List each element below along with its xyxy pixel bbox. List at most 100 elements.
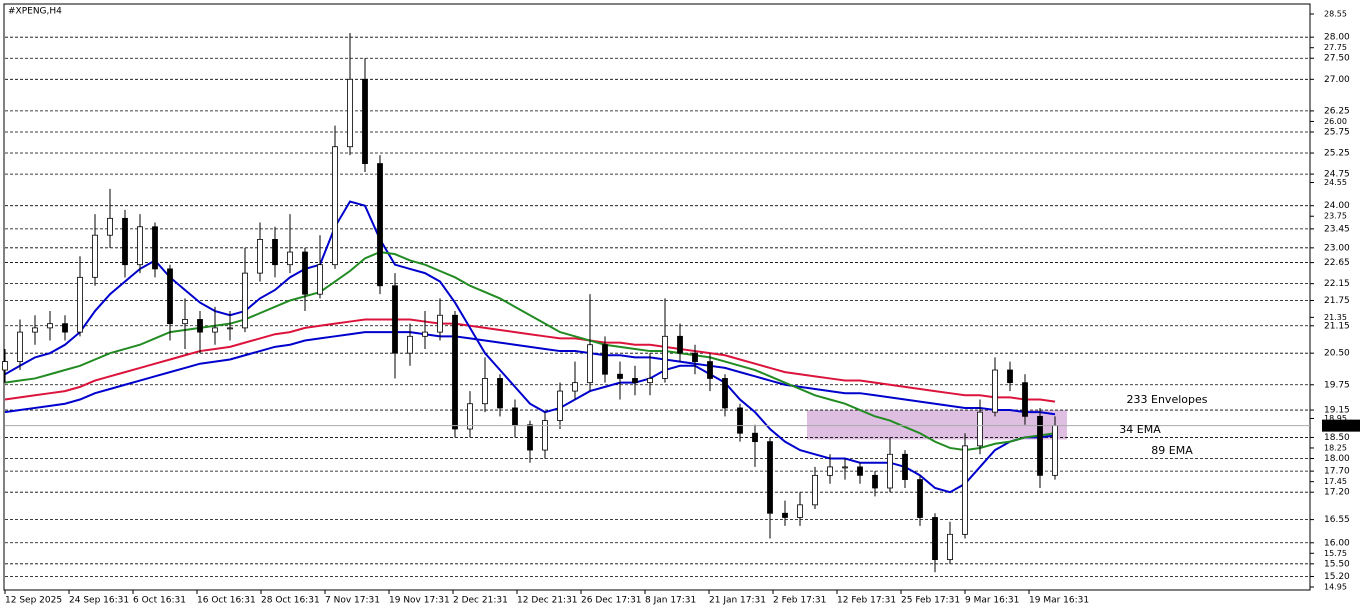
candle-body bbox=[662, 335, 668, 379]
x-tick-label: 9 Mar 16:31 bbox=[965, 596, 1019, 606]
level-label: 15.20 bbox=[1324, 572, 1350, 582]
y-tick-label: 24.55 bbox=[1324, 178, 1347, 187]
y-tick-label: 27.75 bbox=[1324, 43, 1347, 52]
candle-body bbox=[797, 504, 803, 518]
candle-body bbox=[842, 466, 848, 469]
indicator-line bbox=[4, 200, 1056, 494]
candle-body bbox=[557, 390, 563, 421]
candle-body bbox=[977, 411, 983, 447]
level-label: 28.00 bbox=[1324, 33, 1350, 43]
candle-body bbox=[362, 78, 368, 164]
candle-body bbox=[617, 373, 623, 379]
level-label-bg bbox=[1322, 257, 1360, 268]
candle-body bbox=[587, 344, 593, 384]
candle-body bbox=[332, 146, 338, 266]
candle-body bbox=[242, 272, 248, 329]
level-label: 16.00 bbox=[1324, 538, 1350, 548]
candle-body bbox=[722, 378, 728, 409]
level-label: 17.20 bbox=[1324, 488, 1350, 498]
candle-body bbox=[1052, 425, 1058, 476]
candle-body bbox=[407, 335, 413, 354]
envelope-lower bbox=[4, 331, 1056, 416]
x-tick-label: 24 Sep 16:31 bbox=[69, 596, 129, 606]
candle-body bbox=[917, 479, 923, 518]
level-label: 21.75 bbox=[1324, 296, 1350, 306]
x-tick-label: 12 Dec 21:31 bbox=[517, 596, 578, 606]
level-label: 22.15 bbox=[1324, 279, 1350, 289]
candle-body bbox=[1007, 369, 1013, 384]
level-label-bg bbox=[1322, 453, 1360, 464]
level-label: 26.25 bbox=[1324, 106, 1350, 116]
level-label-bg bbox=[1322, 571, 1360, 582]
x-tick-label: 6 Oct 16:31 bbox=[133, 596, 186, 606]
candle-body bbox=[227, 327, 233, 330]
level-label-bg bbox=[1322, 432, 1360, 443]
level-label-bg bbox=[1322, 242, 1360, 253]
level-label-bg bbox=[1322, 295, 1360, 306]
candle-body bbox=[212, 327, 218, 333]
level-label: 23.45 bbox=[1324, 224, 1350, 234]
level-label: 19.15 bbox=[1324, 406, 1350, 416]
level-label: 22.65 bbox=[1324, 258, 1350, 268]
level-label-bg bbox=[1322, 126, 1360, 137]
y-tick-label: 18.95 bbox=[1324, 414, 1347, 423]
candle-body bbox=[182, 319, 188, 325]
candle-body bbox=[77, 276, 83, 333]
level-label-bg bbox=[1322, 53, 1360, 64]
candle-body bbox=[17, 331, 23, 362]
candle-body bbox=[827, 466, 833, 476]
candle-body bbox=[92, 234, 98, 278]
level-label-bg bbox=[1322, 348, 1360, 359]
candle-body bbox=[647, 378, 653, 384]
candle-body bbox=[992, 369, 998, 413]
candle-body bbox=[422, 331, 428, 337]
level-label: 25.25 bbox=[1324, 149, 1350, 159]
series-label: 233 Envelopes bbox=[1127, 393, 1208, 406]
candle-body bbox=[602, 344, 608, 375]
candle-body bbox=[932, 517, 938, 561]
candle-body bbox=[2, 361, 8, 371]
y-tick-label: 14.95 bbox=[1324, 583, 1347, 592]
candle-body bbox=[767, 441, 773, 514]
y-tick-label: 21.35 bbox=[1324, 313, 1347, 322]
y-tick-label: 26.00 bbox=[1324, 117, 1347, 126]
level-label-bg bbox=[1322, 200, 1360, 211]
indicator-line bbox=[4, 251, 1056, 452]
chart-title: #XPENG,H4 bbox=[8, 7, 62, 17]
series-label: 89 EMA bbox=[1151, 444, 1193, 457]
level-label-bg bbox=[1322, 558, 1360, 569]
candle-body bbox=[167, 268, 173, 325]
level-label: 21.15 bbox=[1324, 321, 1350, 331]
level-label-bg bbox=[1322, 148, 1360, 159]
candle-body bbox=[1037, 415, 1043, 476]
level-label-bg bbox=[1322, 379, 1360, 390]
candle-body bbox=[107, 217, 113, 236]
y-tick-label: 17.45 bbox=[1324, 477, 1347, 486]
candle-body bbox=[572, 382, 578, 392]
candle-body bbox=[272, 239, 278, 266]
x-tick-label: 26 Dec 17:31 bbox=[581, 596, 642, 606]
candle-body bbox=[302, 251, 308, 295]
level-label-bg bbox=[1322, 105, 1360, 116]
candle-body bbox=[677, 335, 683, 354]
x-tick-label: 16 Oct 16:31 bbox=[197, 596, 256, 606]
candle-body bbox=[812, 474, 818, 506]
candle-body bbox=[902, 453, 908, 480]
level-label: 23.00 bbox=[1324, 243, 1350, 253]
candle-body bbox=[347, 78, 353, 148]
x-tick-label: 28 Oct 16:31 bbox=[261, 596, 320, 606]
level-label: 27.50 bbox=[1324, 54, 1350, 64]
level-label: 19.75 bbox=[1324, 380, 1350, 390]
level-label-bg bbox=[1322, 32, 1360, 43]
series-label: 34 EMA bbox=[1119, 423, 1161, 436]
level-label-bg bbox=[1322, 405, 1360, 416]
candle-body bbox=[32, 327, 38, 333]
last-price-label: 18.78 bbox=[1324, 421, 1350, 431]
candle-body bbox=[377, 163, 383, 287]
candle-body bbox=[482, 378, 488, 405]
level-label: 16.55 bbox=[1324, 515, 1350, 525]
candle-body bbox=[737, 407, 743, 434]
level-label-bg bbox=[1322, 223, 1360, 234]
candle-body bbox=[692, 352, 698, 362]
x-tick-label: 25 Feb 17:31 bbox=[901, 596, 960, 606]
